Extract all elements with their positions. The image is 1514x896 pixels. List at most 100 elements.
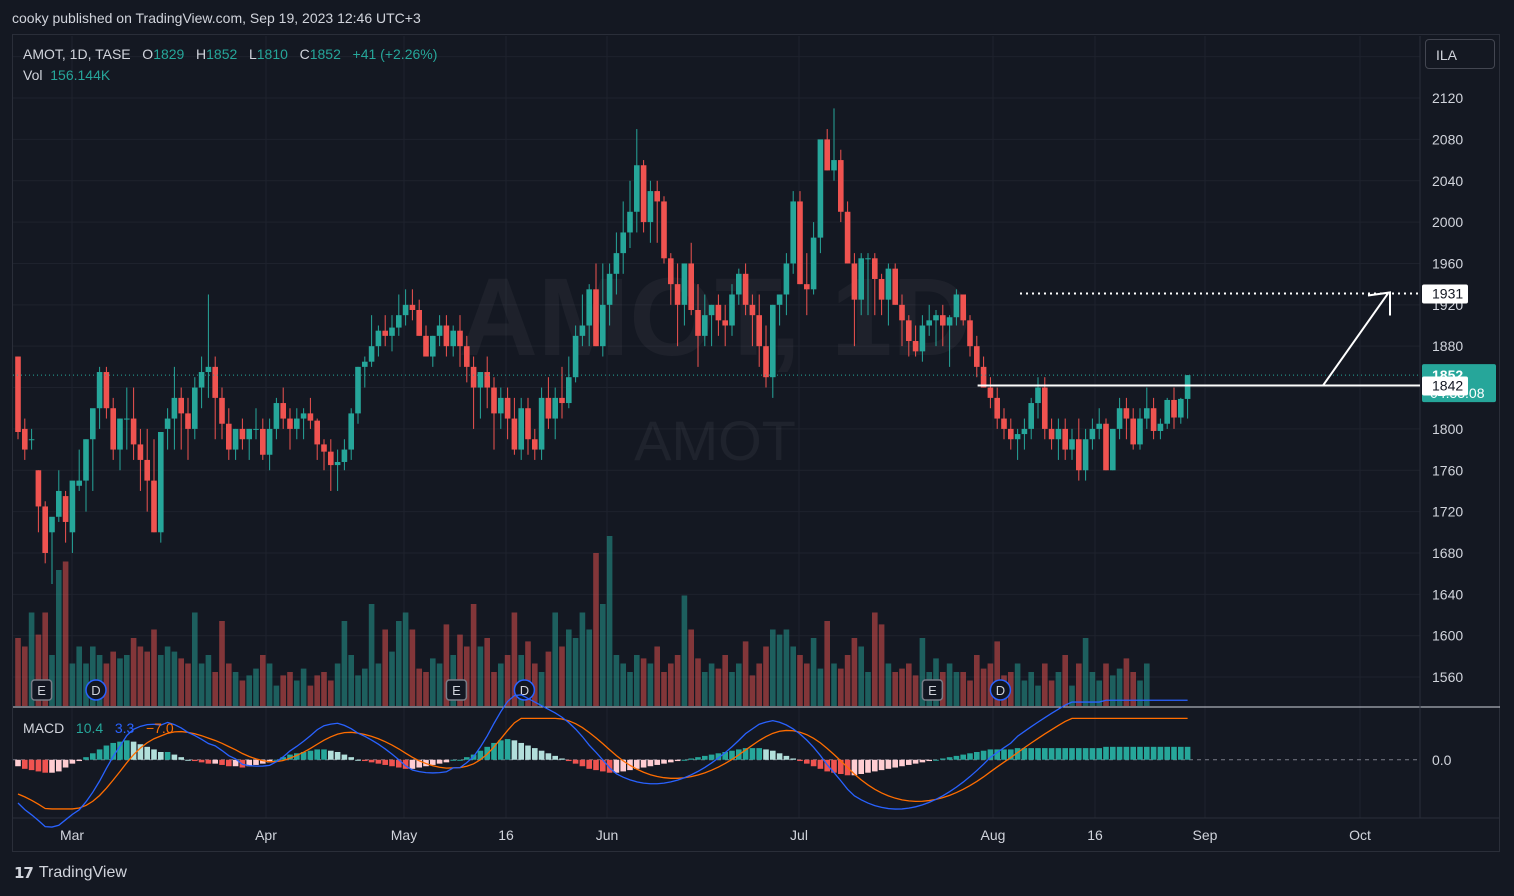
candle-body	[423, 335, 429, 357]
volume-bar	[865, 672, 871, 706]
volume-bar	[117, 658, 123, 706]
candle-body	[409, 304, 416, 310]
macd-label[interactable]: MACD	[23, 720, 65, 736]
candle-body	[117, 418, 123, 450]
high-value: 1852	[206, 46, 238, 62]
macd-histogram-bar	[1001, 749, 1007, 760]
volume-bar	[994, 641, 1000, 706]
candle-body	[178, 397, 184, 414]
volume-bar	[586, 629, 592, 706]
candle-body	[137, 444, 144, 460]
macd-histogram-bar	[926, 759, 932, 762]
volume-bar	[396, 621, 402, 706]
macd-histogram-bar	[1055, 748, 1062, 760]
time-tick-label: Sep	[1193, 827, 1218, 843]
macd-histogram-bar	[321, 749, 327, 760]
macd-histogram-bar	[348, 757, 354, 760]
candle-body	[844, 211, 851, 264]
macd-histogram-bar	[491, 742, 497, 760]
volume-bar	[681, 595, 688, 706]
volume-bar	[22, 646, 28, 706]
macd-histogram-bar	[1110, 746, 1116, 760]
candle-body	[491, 387, 497, 414]
candle-body	[464, 346, 470, 367]
event-marker-letter: E	[37, 683, 46, 698]
macd-histogram-bar	[661, 759, 667, 764]
currency-badge[interactable]: ILA	[1425, 39, 1495, 69]
candle-body	[328, 451, 334, 466]
volume-bar	[613, 655, 620, 706]
macd-histogram-bar	[797, 759, 803, 762]
volume-bar	[831, 663, 837, 706]
candle-body	[940, 315, 946, 326]
candle-body	[538, 397, 545, 450]
macd-histogram-bar	[654, 759, 660, 765]
macd-histogram-bar	[287, 754, 293, 760]
volume-bar	[838, 668, 844, 706]
candle-body	[1164, 399, 1170, 424]
macd-histogram-bar	[1089, 748, 1096, 760]
volume-bar	[742, 641, 749, 706]
candle-body	[770, 304, 776, 378]
candle-body	[212, 366, 218, 398]
macd-histogram-bar	[260, 759, 266, 764]
candle-body	[22, 428, 28, 450]
volume-bar	[647, 663, 654, 706]
candle-body	[260, 428, 266, 455]
macd-histogram-bar	[171, 754, 178, 760]
macd-histogram-bar	[593, 759, 599, 771]
volume-bar	[470, 604, 477, 706]
volume-bar	[83, 663, 89, 706]
macd-histogram-bar	[878, 759, 885, 771]
macd-histogram-bar	[566, 759, 572, 762]
macd-histogram-bar	[770, 750, 776, 760]
macd-histogram-bar	[892, 759, 898, 768]
macd-histogram-bar	[729, 750, 735, 760]
macd-histogram-bar	[151, 749, 157, 760]
macd-histogram-bar	[124, 740, 130, 760]
candle-body	[294, 418, 300, 429]
volume-bar	[946, 663, 953, 706]
volume-legend: Vol 156.144K	[23, 67, 111, 83]
candle-body	[1150, 408, 1157, 431]
candle-body	[688, 263, 694, 310]
price-tick-label: 2120	[1432, 90, 1463, 106]
macd-histogram-bar	[1082, 748, 1089, 760]
candle-body	[355, 366, 361, 414]
volume-bar	[1042, 663, 1048, 706]
histogram-value: −7.0	[145, 720, 174, 736]
time-tick-label: Apr	[255, 827, 277, 843]
tradingview-logo-icon[interactable]: 𝟭𝟳	[14, 865, 34, 882]
candle-body	[858, 258, 864, 300]
candle-body	[545, 397, 552, 419]
macd-histogram-bar	[695, 757, 701, 760]
footer-brand[interactable]: TradingView	[38, 864, 127, 881]
candle-body	[96, 372, 103, 409]
volume-bar	[1014, 663, 1021, 706]
macd-histogram-bar	[756, 748, 762, 760]
macd-histogram-bar	[715, 753, 722, 760]
symbol-label[interactable]: AMOT, 1D, TASE	[23, 46, 131, 62]
candle-body	[185, 413, 191, 429]
macd-histogram-bar	[817, 759, 824, 769]
chart-frame	[12, 34, 1500, 852]
candle-body	[865, 258, 871, 260]
macd-histogram-bar	[362, 759, 368, 762]
macd-histogram-bar	[430, 759, 436, 765]
macd-histogram-bar	[1076, 748, 1082, 760]
macd-legend: MACD 10.4 3.3 −7.0	[23, 720, 174, 736]
candle-body	[532, 439, 538, 450]
candle-body	[729, 294, 735, 326]
volume-bar	[1130, 672, 1136, 706]
volume-bar	[416, 668, 422, 706]
volume-bar	[90, 646, 96, 706]
price-label: 1842	[1432, 377, 1463, 393]
candle-body	[640, 165, 647, 223]
candle-body	[600, 304, 606, 347]
macd-histogram-bar	[858, 759, 864, 774]
macd-histogram-bar	[1096, 748, 1102, 760]
volume-bar	[953, 672, 960, 706]
macd-histogram-bar	[212, 759, 218, 764]
macd-histogram-bar	[498, 740, 504, 760]
